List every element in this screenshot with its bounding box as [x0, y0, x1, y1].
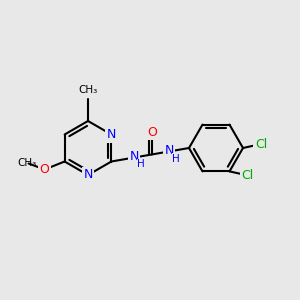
Text: N: N	[83, 169, 93, 182]
Text: N: N	[165, 144, 174, 157]
Text: N: N	[130, 150, 139, 163]
Text: Cl: Cl	[255, 137, 267, 151]
Text: O: O	[40, 163, 50, 176]
Text: O: O	[147, 126, 157, 139]
Text: Cl: Cl	[242, 169, 254, 182]
Text: CH₃: CH₃	[78, 85, 98, 95]
Text: H: H	[172, 154, 180, 164]
Text: CH₃: CH₃	[17, 158, 36, 169]
Text: N: N	[107, 128, 116, 141]
Text: H: H	[137, 159, 145, 169]
